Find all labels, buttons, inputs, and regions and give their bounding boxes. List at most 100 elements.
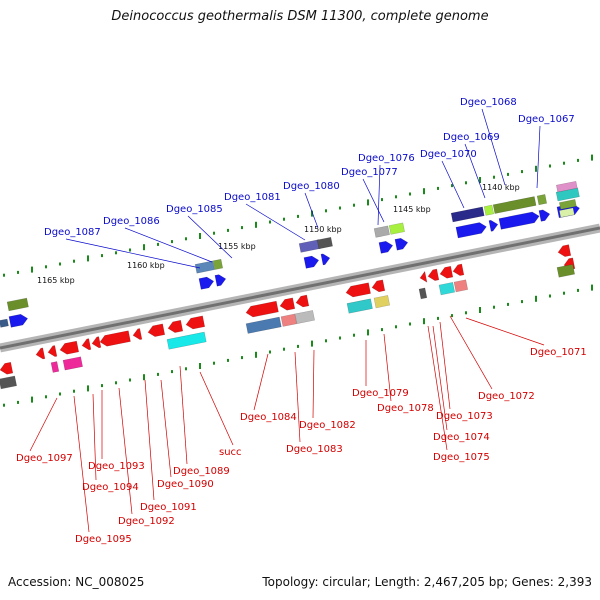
tick-forward — [451, 184, 453, 188]
tick-reverse — [535, 295, 537, 302]
gene-box-forward — [6, 297, 29, 312]
gene-box-reverse — [0, 375, 17, 390]
gene-reverse — [427, 268, 440, 281]
gene-label-forward: Dgeo_1069 — [443, 132, 500, 143]
tick-forward — [255, 221, 257, 228]
gene-label-reverse: Dgeo_1091 — [140, 502, 197, 513]
kbp-label: 1165 kbp — [37, 276, 75, 285]
leader-forward — [464, 143, 486, 199]
tick-reverse — [31, 396, 33, 403]
tick-reverse — [143, 374, 145, 381]
tick-forward — [577, 158, 579, 162]
tick-forward — [283, 217, 285, 221]
tick-forward — [311, 210, 313, 217]
gene-reverse — [452, 263, 465, 276]
leader-reverse — [118, 387, 133, 515]
tick-forward — [535, 165, 537, 172]
gene-forward — [498, 211, 540, 230]
tick-forward — [171, 240, 173, 244]
gene-forward-shape — [214, 274, 227, 287]
gene-box-reverse-shape — [62, 356, 83, 371]
tick-reverse — [241, 356, 243, 360]
gene-box-forward-shape — [6, 297, 29, 312]
tick-forward — [423, 188, 425, 195]
gene-label-forward: Dgeo_1080 — [283, 181, 340, 192]
gene-label-reverse: Dgeo_1084 — [240, 412, 297, 423]
gene-reverse — [147, 323, 166, 337]
gene-box-reverse-shape — [0, 375, 17, 390]
gene-forward-shape — [498, 211, 540, 230]
gene-box-forward-shape — [388, 222, 405, 235]
gene-reverse — [245, 300, 279, 318]
tick-reverse — [451, 314, 453, 318]
gene-box-forward — [556, 180, 578, 193]
gene-reverse-shape — [167, 319, 184, 333]
tick-reverse — [101, 384, 103, 388]
gene-reverse — [81, 338, 92, 351]
tick-reverse — [437, 316, 439, 320]
gene-box-reverse — [280, 313, 298, 327]
tick-forward — [325, 209, 327, 213]
tick-reverse — [395, 325, 397, 329]
gene-box-forward-shape — [492, 196, 537, 214]
tick-forward — [297, 214, 299, 218]
gene-box-reverse — [556, 264, 575, 278]
gene-box-reverse-shape — [556, 264, 575, 278]
gene-box-forward — [483, 204, 495, 216]
gene-box-forward — [212, 258, 224, 270]
gene-box-forward-shape — [212, 258, 224, 270]
tick-reverse — [549, 294, 551, 298]
leader-reverse — [432, 325, 448, 431]
gene-label-forward: Dgeo_1068 — [460, 97, 517, 108]
gene-label-forward: Dgeo_1076 — [358, 153, 415, 164]
tick-forward — [437, 186, 439, 190]
gene-reverse — [99, 330, 131, 347]
leader-reverse — [427, 325, 448, 451]
map-title: Deinococcus geothermalis DSM 11300, comp… — [111, 9, 489, 24]
tick-reverse — [297, 344, 299, 348]
gene-label-reverse: Dgeo_1083 — [286, 444, 343, 455]
gene-reverse-shape — [0, 361, 14, 375]
leader-reverse — [92, 393, 97, 481]
tick-reverse — [339, 336, 341, 340]
gene-label-reverse: Dgeo_1075 — [433, 452, 490, 463]
gene-box-reverse — [294, 310, 315, 324]
gene-box-reverse-shape — [294, 310, 315, 324]
tick-forward — [199, 233, 201, 239]
tick-forward — [157, 242, 159, 246]
tick-forward — [549, 164, 551, 168]
tick-reverse — [59, 392, 61, 396]
gene-forward — [488, 219, 499, 232]
kbp-label: 1160 kbp — [127, 261, 165, 270]
gene-reverse-shape — [47, 345, 58, 357]
gene-label-reverse: Dgeo_1097 — [16, 453, 73, 464]
gene-box-forward-shape — [373, 225, 390, 238]
gene-box-reverse-shape — [50, 361, 60, 373]
gene-forward — [320, 253, 331, 266]
gene-features — [0, 180, 580, 390]
tick-forward — [339, 206, 341, 210]
tick-reverse — [115, 381, 117, 385]
gene-reverse — [185, 315, 206, 330]
gene-label-forward: Dgeo_1067 — [518, 114, 575, 125]
gene-box-reverse — [373, 295, 391, 309]
gene-box-forward — [373, 225, 390, 238]
gene-forward — [303, 255, 320, 269]
gene-forward — [198, 276, 215, 290]
tick-reverse — [157, 372, 159, 376]
gene-forward-shape — [8, 313, 29, 328]
tick-forward — [101, 254, 103, 258]
gene-box-reverse — [166, 331, 207, 350]
tick-forward — [17, 270, 19, 274]
tick-forward — [479, 177, 481, 183]
gene-box-forward — [194, 260, 215, 274]
leader-reverse — [294, 351, 301, 443]
gene-box-reverse-shape — [453, 279, 469, 293]
gene-label-reverse: Dgeo_1089 — [173, 466, 230, 477]
leader-reverse — [383, 333, 392, 402]
tick-reverse — [311, 340, 313, 347]
gene-label-forward: Dgeo_1070 — [420, 149, 477, 160]
tick-forward — [129, 248, 131, 252]
gene-label-reverse: Dgeo_1071 — [530, 347, 587, 358]
leader-reverse — [449, 315, 493, 390]
